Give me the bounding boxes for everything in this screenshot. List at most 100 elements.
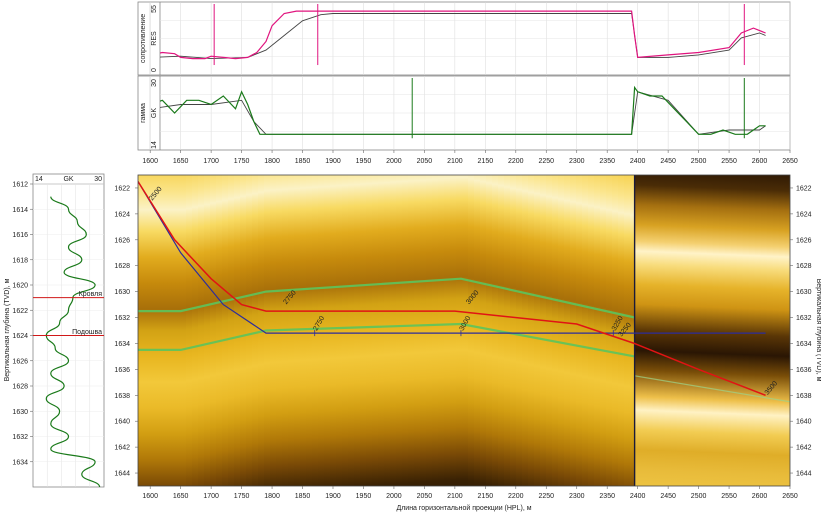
section-band-strip <box>138 175 145 486</box>
top-x-tick-label: 2350 <box>599 158 615 165</box>
section-band-strip <box>766 175 774 486</box>
section-band-strip <box>228 175 235 486</box>
section-right-tick-label: 1636 <box>796 367 812 374</box>
section-band-strip <box>652 175 660 486</box>
resistivity-panel-curve-label: RES <box>151 31 158 46</box>
section-band-strip <box>606 175 613 486</box>
top-x-axis: 1600 1650 1700 1750 1800 1850 1900 1950 2000 2050… <box>142 150 798 165</box>
section-band-strip <box>318 175 325 486</box>
top-x-tick-label: 2150 <box>478 158 494 165</box>
projection-line <box>138 181 766 334</box>
resistivity-panel-measured-line <box>160 10 766 60</box>
bottom-x-tick-label: 1950 <box>356 493 372 500</box>
vertical-log-tick-label: 1614 <box>12 207 28 214</box>
section-band-strip <box>772 175 780 486</box>
bottom-x-tick-label: 1600 <box>142 493 158 500</box>
section-band-strip <box>748 175 756 486</box>
section-band-strip <box>630 175 635 486</box>
section-left-tick-label: 1644 <box>114 471 130 478</box>
bottom-x-tick-label: 1650 <box>173 493 189 500</box>
section-right-tick-label: 1630 <box>796 289 812 296</box>
vertical-log-ylabel: Вертикальная глубина (TVD), м <box>3 278 11 381</box>
section-band-strip <box>348 175 355 486</box>
bottom-boundary-line <box>138 322 635 358</box>
section-left-tick-label: 1626 <box>114 237 130 244</box>
section-right-tick-label: 1634 <box>796 341 812 348</box>
bottom-x-tick-label: 2100 <box>447 493 463 500</box>
bottom-x-tick-label: 1900 <box>325 493 341 500</box>
section-axes: 1600 1650 1700 1750 1800 1850 1900 1950 2000 2050… <box>114 185 821 512</box>
section-band-strip <box>366 175 373 486</box>
top-x-tick-label: 1600 <box>142 158 158 165</box>
top-x-tick-label: 2100 <box>447 158 463 165</box>
section-band-strip <box>186 175 193 486</box>
vertical-log-title: GK <box>63 176 73 183</box>
section-right-tick-label: 1644 <box>796 471 812 478</box>
section-band-strip <box>784 175 790 486</box>
bottom-x-tick-label: 2250 <box>538 493 554 500</box>
section-right-tick-label: 1628 <box>796 263 812 270</box>
section-band-strip <box>234 175 241 486</box>
gamma-panel: гамма GK 30 14 <box>137 75 791 151</box>
section-band-strip <box>414 175 421 486</box>
section-left-tick-label: 1624 <box>114 211 130 218</box>
section-right-block <box>634 175 790 486</box>
section-xlabel: Длина горизонтальной проекции (HPL), м <box>396 504 531 512</box>
bottom-x-tick-label: 2200 <box>508 493 524 500</box>
section-left-tick-label: 1638 <box>114 393 130 400</box>
bottom-x-tick-label: 2300 <box>569 493 585 500</box>
section-left-tick-label: 1630 <box>114 289 130 296</box>
section-band-strip <box>534 175 541 486</box>
section-band-strip <box>198 175 205 486</box>
top-x-tick-label: 2650 <box>782 158 798 165</box>
section-band-strip <box>312 175 319 486</box>
section-band-strip <box>300 175 307 486</box>
vertical-log-tick-label: 1630 <box>12 409 28 416</box>
section-band-strip <box>612 175 619 486</box>
section-band-strip <box>162 175 169 486</box>
vertical-log-xmin: 14 <box>35 176 43 183</box>
section-right-tick-label: 1640 <box>796 419 812 426</box>
bottom-x-tick-label: 2450 <box>660 493 676 500</box>
section-left-tick-label: 1634 <box>114 341 130 348</box>
section-right-tick-label: 1638 <box>796 393 812 400</box>
section-band-strip <box>420 175 427 486</box>
section-band-strip <box>408 175 415 486</box>
bottom-x-tick-label: 1850 <box>295 493 311 500</box>
marker-label: Кровля <box>79 291 103 298</box>
section-band-strip <box>486 175 493 486</box>
section-band-strip <box>588 175 595 486</box>
section-band-strip <box>174 175 181 486</box>
bottom-x-tick-label: 2400 <box>630 493 646 500</box>
section-band-strip <box>480 175 487 486</box>
bottom-x-tick-label: 1700 <box>203 493 219 500</box>
bottom-x-tick-label: 2000 <box>386 493 402 500</box>
bottom-x-tick-label: 1750 <box>234 493 250 500</box>
marker-label: Подошва <box>72 329 102 336</box>
section-band-strip <box>354 175 361 486</box>
section-left-tick-label: 1622 <box>114 185 130 192</box>
section-band-strip <box>402 175 409 486</box>
vertical-log-tick-label: 1632 <box>12 434 28 441</box>
section-band-strip <box>378 175 385 486</box>
gamma-panel-measured-line <box>160 85 766 135</box>
section-left-tick-label: 1636 <box>114 367 130 374</box>
section-right-tick-label: 1624 <box>796 211 812 218</box>
vertical-log-curve-group <box>45 196 101 487</box>
section-band-strip <box>594 175 601 486</box>
vertical-log-tick-label: 1612 <box>12 182 28 189</box>
section-band-strip <box>664 175 672 486</box>
section-band-strip <box>336 175 343 486</box>
section-band-strip <box>444 175 451 486</box>
vertical-log-tick-label: 1616 <box>12 232 28 239</box>
section-band-strip <box>640 175 648 486</box>
bottom-x-tick-label: 2550 <box>721 493 737 500</box>
section-band-strip <box>670 175 678 486</box>
section-band-strip <box>754 175 762 486</box>
gamma-panel-curve-label: GK <box>151 108 158 118</box>
section-band-strip <box>192 175 199 486</box>
section-band-strip <box>144 175 151 486</box>
section-band-strip <box>222 175 229 486</box>
gamma-panel-ymin-label: 14 <box>151 141 158 149</box>
